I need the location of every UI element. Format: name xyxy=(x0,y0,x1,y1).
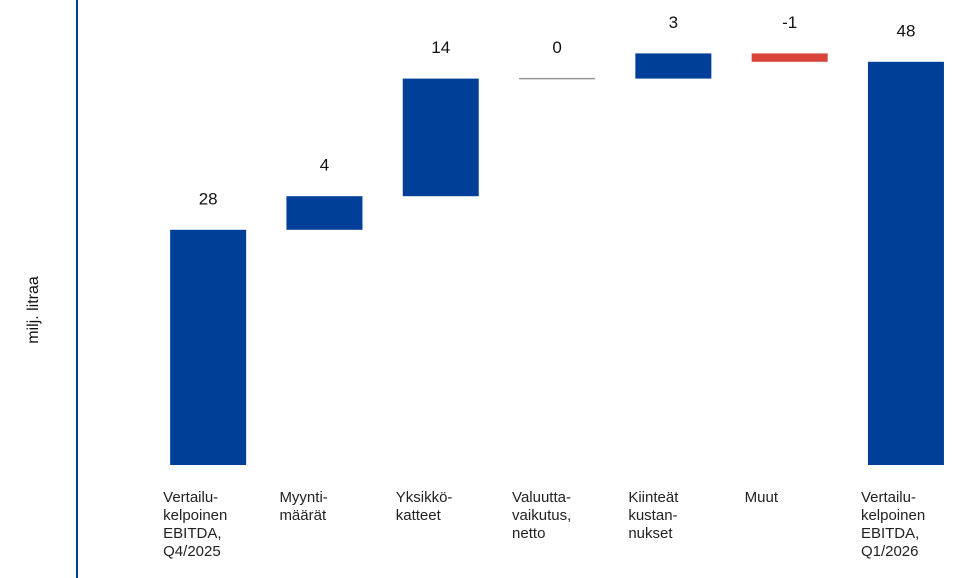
bar xyxy=(286,196,363,230)
value-label: 3 xyxy=(669,13,678,32)
x-tick-label: Valuutta- vaikutus, netto xyxy=(512,489,572,542)
value-label: 0 xyxy=(552,38,561,57)
value-label: 48 xyxy=(896,21,915,40)
bar xyxy=(170,229,247,465)
value-label: 4 xyxy=(320,156,329,175)
x-tick-label: Muut xyxy=(744,489,778,506)
x-tick-label: Kiinteät kustan- nukset xyxy=(628,489,679,542)
x-tick-label: Vertailu- kelpoinen EBITDA, Q1/2026 xyxy=(860,489,926,560)
value-label: 28 xyxy=(199,189,218,208)
bar xyxy=(635,53,712,79)
x-tick-label: Myynti- määrät xyxy=(279,489,328,524)
bar xyxy=(867,61,944,466)
x-tick-label: Vertailu- kelpoinen EBITDA, Q4/2025 xyxy=(163,489,228,560)
bar xyxy=(751,53,828,62)
value-label: 14 xyxy=(431,38,450,57)
x-tick-label: Yksikkö- katteet xyxy=(395,489,453,524)
y-axis-label: milj. litraa xyxy=(25,276,42,344)
bar xyxy=(402,78,479,197)
value-label: -1 xyxy=(782,13,797,32)
